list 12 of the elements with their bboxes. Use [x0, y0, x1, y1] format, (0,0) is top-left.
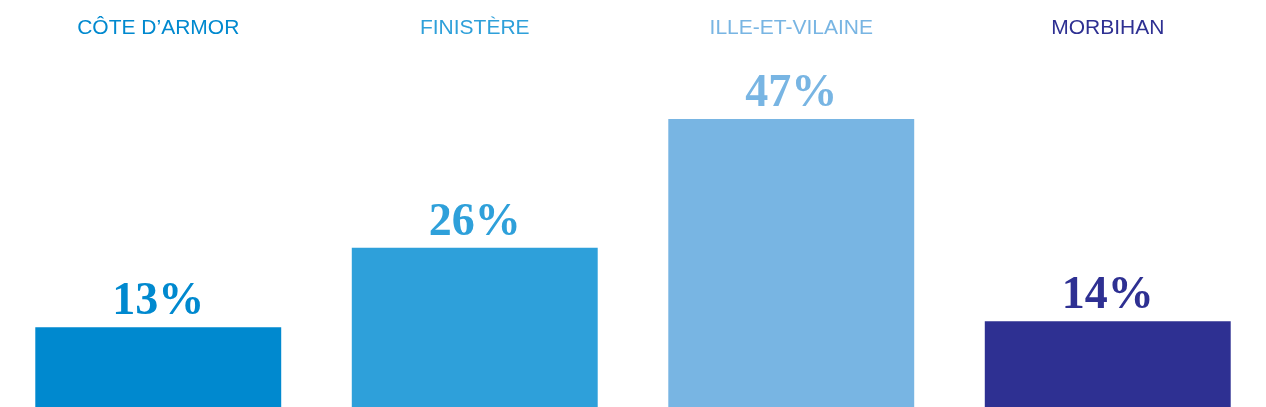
bar [351, 247, 598, 407]
bar [984, 321, 1231, 407]
x-tick-label: CÔTE D’ARMOR [77, 15, 240, 39]
bar [668, 118, 915, 407]
data-label: 47% [745, 64, 838, 116]
bar [35, 327, 282, 407]
x-tick-label: MORBIHAN [1051, 15, 1165, 39]
x-tick-label: FINISTÈRE [419, 15, 530, 39]
data-label: 14% [1061, 267, 1154, 319]
x-tick-label: ILLE-ET-VILAINE [709, 15, 873, 39]
data-label: 26% [428, 193, 521, 245]
data-label: 13% [112, 273, 205, 325]
